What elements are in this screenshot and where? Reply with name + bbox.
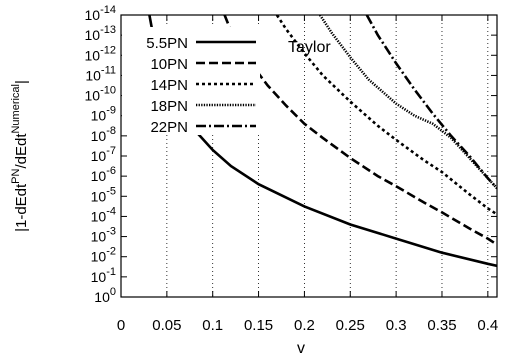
x-axis-label: v xyxy=(297,340,305,355)
legend: 5.5PN 10PN 14PN 18PN 22PN xyxy=(122,27,260,136)
y-tick-label: 10-2 xyxy=(91,246,116,265)
x-tick-labels: 0 0.05 0.1 0.15 0.2 0.25 0.3 0.35 0.4 xyxy=(117,317,498,334)
series-line-22pn xyxy=(365,15,497,190)
y-tick-exponent: -9 xyxy=(106,105,116,117)
y-tick-label: 10-9 xyxy=(91,105,116,124)
y-tick-label: 10-1 xyxy=(91,266,116,285)
y-tick-label: 10-3 xyxy=(91,226,116,245)
y-tick-exponent: -2 xyxy=(106,246,116,258)
y-axis-label: |1-dEdtPN/dEdtNumerical| xyxy=(10,80,30,232)
y-tick-base: 10 xyxy=(91,229,107,245)
y-tick-exponent: -12 xyxy=(100,44,116,56)
x-tick-label: 0.3 xyxy=(386,317,407,334)
legend-label: 22PN xyxy=(150,119,188,136)
y-tick-base: 10 xyxy=(85,27,101,43)
y-tick-label: 100 xyxy=(94,286,116,305)
y-tick-labels: 10010-110-210-310-410-510-610-710-810-91… xyxy=(85,4,116,305)
y-tick-base: 10 xyxy=(94,289,110,305)
y-tick-exponent: 0 xyxy=(110,286,116,298)
legend-label: 10PN xyxy=(150,56,188,73)
y-tick-exponent: -1 xyxy=(106,266,116,278)
x-tick-label: 0.1 xyxy=(202,317,223,334)
x-tick-label: 0 xyxy=(117,317,125,334)
y-tick-label: 10-5 xyxy=(91,185,116,204)
y-tick-base: 10 xyxy=(85,47,101,63)
y-tick-exponent: -3 xyxy=(106,226,116,238)
y-tick-label: 10-11 xyxy=(85,64,116,83)
y-tick-base: 10 xyxy=(91,168,107,184)
annotation-taylor: Taylor xyxy=(288,39,331,56)
x-tick-label: 0.35 xyxy=(427,317,456,334)
y-tick-base: 10 xyxy=(91,128,107,144)
y-label-suffix: | xyxy=(13,80,30,84)
series-line-10pn xyxy=(223,15,497,246)
y-tick-exponent: -14 xyxy=(100,4,116,16)
y-tick-base: 10 xyxy=(85,7,101,23)
x-tick-label: 0.4 xyxy=(477,317,498,334)
y-tick-label: 10-14 xyxy=(85,4,116,23)
series-line-14pn xyxy=(275,15,497,216)
y-tick-exponent: -11 xyxy=(101,64,116,76)
y-tick-exponent: -13 xyxy=(100,24,116,36)
y-tick-base: 10 xyxy=(91,269,107,285)
y-tick-base: 10 xyxy=(85,67,101,83)
y-tick-label: 10-13 xyxy=(85,24,116,43)
x-tick-label: 0.05 xyxy=(152,317,181,334)
y-tick-base: 10 xyxy=(91,208,107,224)
y-tick-base: 10 xyxy=(91,148,107,164)
legend-label: 14PN xyxy=(150,77,188,94)
y-label-sup2: Numerical xyxy=(10,84,22,134)
legend-label: 18PN xyxy=(150,98,188,115)
plot-frame xyxy=(120,14,498,298)
y-label-sup1: PN xyxy=(10,168,22,183)
y-label-prefix: |1-dEdt xyxy=(13,183,30,232)
legend-background xyxy=(122,27,260,135)
y-tick-base: 10 xyxy=(85,88,101,104)
y-label-mid: /dEdt xyxy=(13,133,30,169)
x-tick-label: 0.2 xyxy=(294,317,315,334)
y-tick-exponent: -10 xyxy=(100,85,116,97)
y-tick-base: 10 xyxy=(91,188,107,204)
y-tick-label: 10-12 xyxy=(85,44,116,63)
y-tick-base: 10 xyxy=(91,249,107,265)
y-tick-label: 10-4 xyxy=(91,205,116,224)
y-tick-exponent: -5 xyxy=(106,185,116,197)
y-tick-exponent: -7 xyxy=(106,145,116,157)
x-tick-label: 0.15 xyxy=(244,317,273,334)
x-tick-label: 0.25 xyxy=(336,317,365,334)
y-tick-label: 10-8 xyxy=(91,125,116,144)
y-tick-exponent: -4 xyxy=(106,205,116,217)
y-tick-exponent: -8 xyxy=(106,125,116,137)
y-tick-base: 10 xyxy=(91,108,107,124)
y-tick-label: 10-7 xyxy=(91,145,116,164)
y-tick-label: 10-6 xyxy=(91,165,116,184)
y-tick-exponent: -6 xyxy=(106,165,116,177)
legend-label: 5.5PN xyxy=(146,35,188,52)
series-line-18pn xyxy=(318,15,497,190)
y-tick-label: 10-10 xyxy=(85,85,116,104)
